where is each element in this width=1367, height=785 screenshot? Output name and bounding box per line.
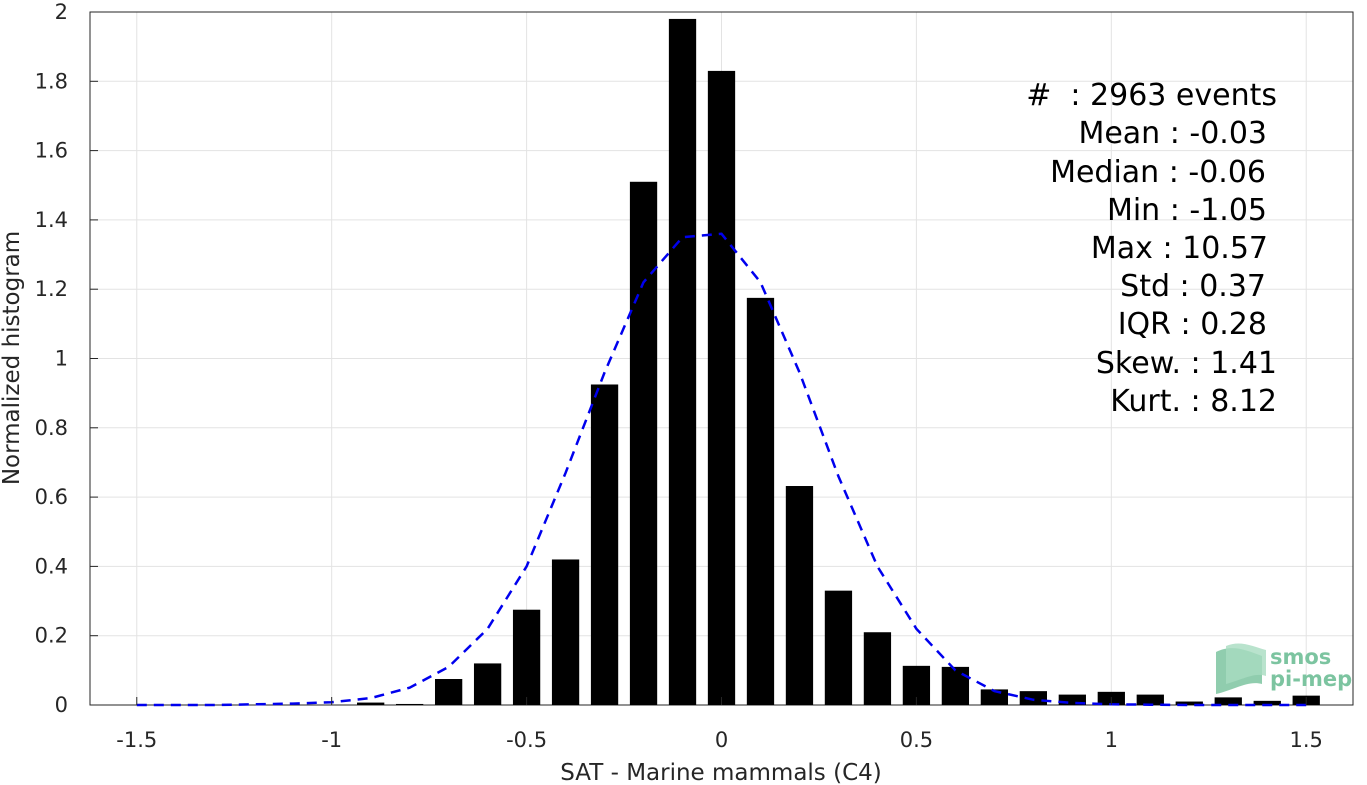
y-tick-label: 0 xyxy=(55,693,68,717)
histogram-bar xyxy=(863,632,892,705)
histogram-bar xyxy=(434,679,463,705)
y-tick-label: 0.4 xyxy=(35,554,68,578)
logo-text-smos: smos xyxy=(1270,645,1331,669)
x-tick-label: 1.5 xyxy=(1290,728,1323,752)
y-tick-label: 0.6 xyxy=(35,485,68,509)
histogram-bars xyxy=(357,18,1320,706)
y-axis-ticks: 0 0.2 0.4 0.6 0.8 1 1.2 1.4 1.6 1.8 2 xyxy=(35,0,98,717)
stat-skew: Skew. : 1.41 xyxy=(1096,346,1277,381)
x-tick-label: 1 xyxy=(1105,728,1118,752)
stat-mean: Mean : -0.03 xyxy=(1078,116,1267,151)
y-tick-label: 0.2 xyxy=(35,624,68,648)
y-axis-label: Normalized histogram xyxy=(0,231,25,485)
histogram-bar xyxy=(1214,697,1242,705)
histogram-bar xyxy=(941,666,970,705)
stat-min: Min : -1.05 xyxy=(1107,193,1267,228)
histogram-bar xyxy=(785,486,814,705)
stat-kurt: Kurt. : 8.12 xyxy=(1110,384,1277,419)
x-tick-label: 0 xyxy=(715,728,728,752)
y-tick-label: 1.8 xyxy=(35,69,68,93)
histogram-bar xyxy=(396,703,424,705)
histogram-bar xyxy=(551,559,580,705)
x-tick-label: -1.5 xyxy=(116,728,157,752)
stat-events: # : 2963 events xyxy=(1026,78,1277,113)
histogram-bar xyxy=(1019,691,1047,705)
histogram-bar xyxy=(746,297,775,705)
stat-median: Median : -0.06 xyxy=(1050,155,1266,190)
histogram-bar xyxy=(1253,700,1281,705)
histogram-bar xyxy=(668,18,697,706)
histogram-bar xyxy=(1136,694,1164,705)
y-tick-label: 2 xyxy=(55,0,68,24)
logo-text-pi-mep: pi-mep xyxy=(1270,667,1352,691)
x-axis-ticks: -1.5 -1 -0.5 0 0.5 1 1.5 xyxy=(116,697,1323,752)
histogram-bar xyxy=(980,689,1009,705)
stat-max: Max : 10.57 xyxy=(1091,231,1268,266)
histogram-bar xyxy=(1175,701,1203,705)
histogram-bar xyxy=(824,590,853,705)
histogram-bar xyxy=(473,663,502,705)
y-tick-label: 1.6 xyxy=(35,139,68,163)
stat-std: Std : 0.37 xyxy=(1120,269,1266,304)
histogram-bar xyxy=(590,384,619,705)
smos-pi-mep-logo: smos pi-mep xyxy=(1216,643,1352,694)
stat-iqr: IQR : 0.28 xyxy=(1118,307,1267,342)
y-tick-label: 1.2 xyxy=(35,277,68,301)
histogram-bar xyxy=(707,70,736,705)
histogram-bar xyxy=(357,702,385,705)
x-tick-label: -1 xyxy=(321,728,342,752)
y-tick-label: 1.4 xyxy=(35,208,68,232)
y-tick-label: 1 xyxy=(55,347,68,371)
y-tick-label: 0.8 xyxy=(35,416,68,440)
histogram-bar xyxy=(512,609,541,705)
x-tick-label: -0.5 xyxy=(506,728,547,752)
logo-wave-icon-back xyxy=(1226,643,1266,684)
histogram-bar xyxy=(1058,694,1086,705)
statistics-box: # : 2963 events Mean : -0.03 Median : -0… xyxy=(1026,78,1277,419)
histogram-bar xyxy=(629,181,658,705)
x-axis-label: SAT - Marine mammals (C4) xyxy=(560,760,882,785)
x-tick-label: 0.5 xyxy=(900,728,933,752)
